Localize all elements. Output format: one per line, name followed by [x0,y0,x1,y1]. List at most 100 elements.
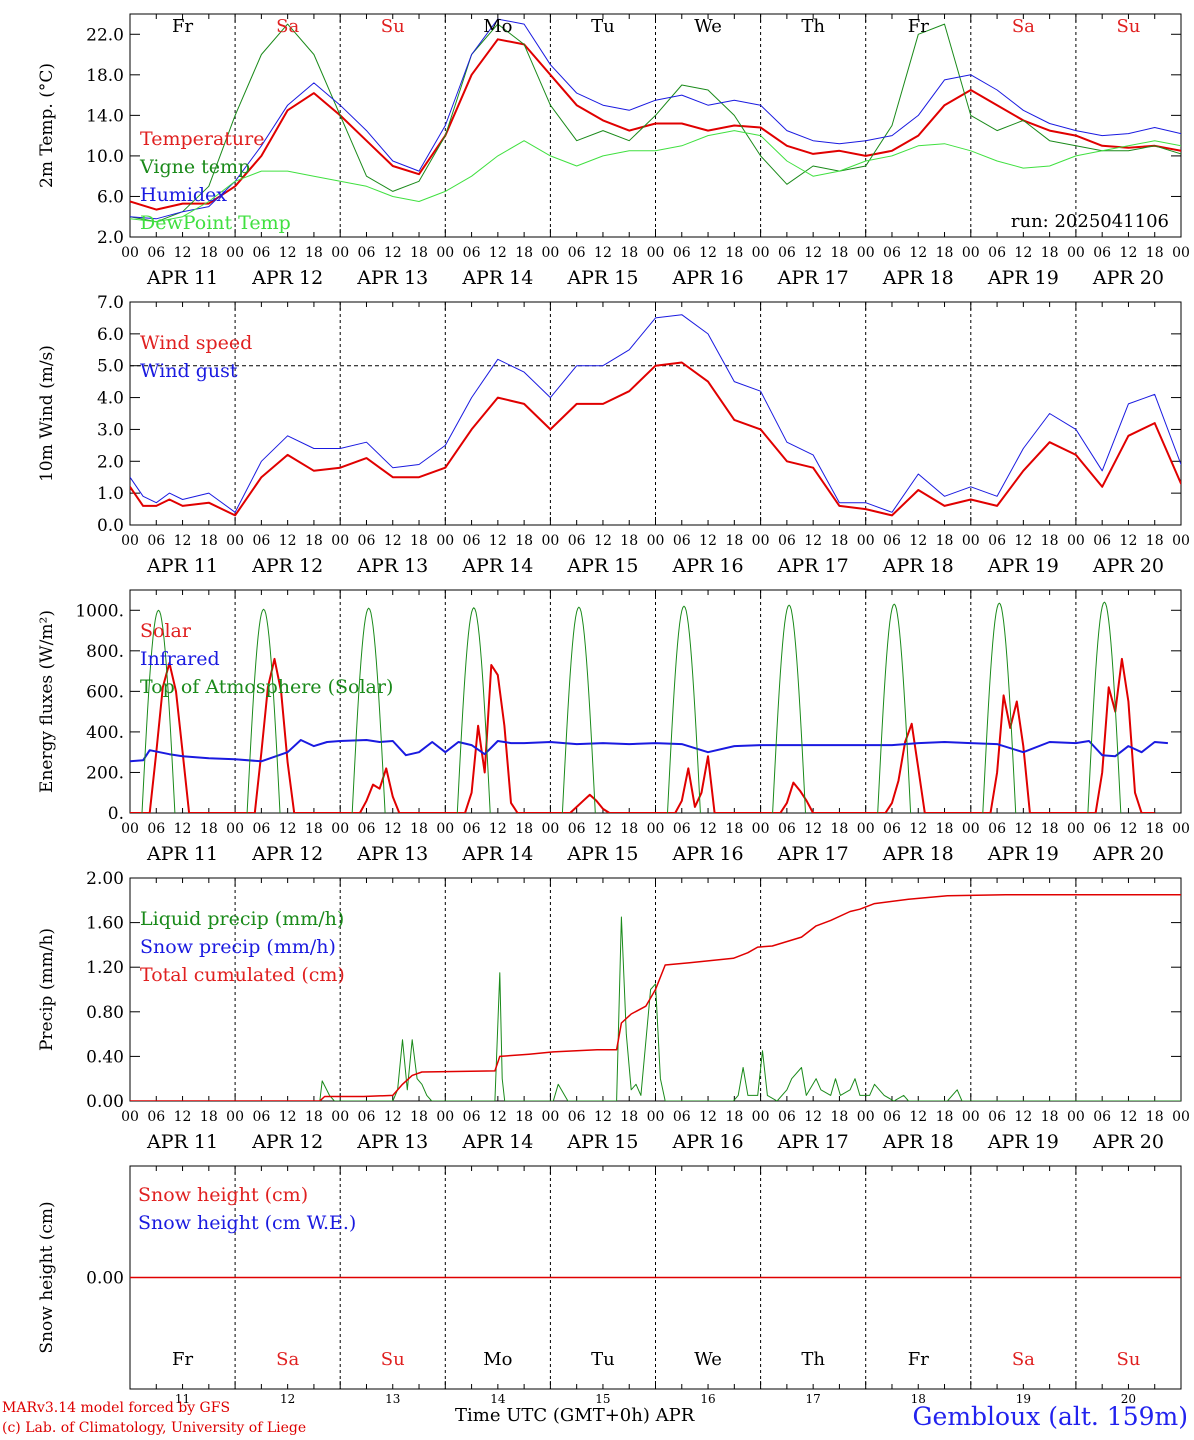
panel-wind: 0.0 1.0 2.0 3.0 4.0 5.0 6.0 7.0 10m Wind (m/s) Wi… [37,293,1190,577]
date-label: APR 14 [461,1131,533,1153]
series-line-solar [130,657,1155,813]
hour-tick-label: 06 [252,821,270,837]
hour-tick-label: 12 [909,245,927,261]
hour-tick-label: 00 [121,245,139,261]
legend-entry: Total cumulated (cm) [140,964,345,986]
y-tick-label: 2.0 [97,228,124,248]
hour-tick-label: 18 [831,1109,849,1125]
date-label: APR 13 [356,843,428,865]
date-label: APR 13 [356,1131,428,1153]
series-line-humidex [130,18,1181,220]
hour-tick-label: 12 [279,821,297,837]
hour-tick-label: 18 [620,1109,638,1125]
y-axis-label: Precip (mm/h) [37,928,57,1051]
weekday-label: Su [1116,1349,1140,1370]
date-label: APR 17 [777,1131,849,1153]
hour-tick-label: 00 [541,821,559,837]
hour-tick-label: 18 [1146,1109,1164,1125]
hour-tick-label: 18 [305,1109,323,1125]
series-line-toa-arch [141,609,176,813]
hour-tick-label: 00 [331,533,349,549]
hour-tick-label: 12 [384,1109,402,1125]
hour-tick-label: 12 [1120,533,1138,549]
hour-tick-label: 12 [1014,821,1032,837]
legend-entry: Vigne temp [139,156,250,178]
series-line-toa-arch [456,607,491,813]
y-axis-label: Energy fluxes (W/m²) [37,610,57,793]
hour-tick-label: 18 [936,1109,954,1125]
y-tick-label: 2.00 [86,869,124,889]
date-label: APR 19 [987,1131,1059,1153]
hour-tick-label: 06 [568,821,586,837]
hour-tick-label: 12 [384,821,402,837]
weekday-label: We [694,16,722,37]
plot-frame [129,589,1182,814]
hour-tick-label: 00 [436,533,454,549]
y-tick-label: 1000. [75,601,124,621]
weekday-label: Mo [483,1349,512,1370]
hour-tick-label: 12 [384,245,402,261]
hour-tick-label: 18 [1146,245,1164,261]
hour-tick-label: 12 [594,245,612,261]
day-number-label: 13 [385,1392,400,1406]
y-tick-label: 400. [86,723,124,743]
hour-tick-label: 18 [410,245,428,261]
plot-frame [129,301,1182,526]
hour-tick-label: 00 [752,821,770,837]
series-line-wind-gust [130,314,1181,513]
series-line-wind-speed [130,361,1181,517]
date-label: APR 18 [882,555,954,577]
day-number-label: 12 [280,1392,295,1406]
legend-entry: Infrared [140,648,220,670]
hour-tick-label: 06 [147,821,165,837]
hour-tick-label: 06 [673,1109,691,1125]
hour-tick-label: 12 [1014,1109,1032,1125]
hour-tick-label: 06 [568,1109,586,1125]
day-number-label: 11 [175,1392,190,1406]
weekday-label: Su [381,16,405,37]
weekday-label: Su [381,1349,405,1370]
hour-tick-label: 12 [699,1109,717,1125]
hour-tick-label: 06 [1093,821,1111,837]
weekday-label: Mo [483,16,512,37]
y-tick-label: 2.0 [97,452,124,472]
y-tick-label: 600. [86,682,124,702]
hour-tick-label: 18 [831,533,849,549]
hour-tick-label: 18 [305,821,323,837]
series-line-toa-arch [982,602,1017,813]
weekday-label: Fr [172,1349,193,1370]
hour-tick-label: 18 [200,245,218,261]
hour-tick-label: 00 [752,533,770,549]
run-annotation: run: 2025041106 [1011,211,1169,232]
hour-tick-label: 00 [1067,245,1085,261]
hour-tick-label: 00 [121,821,139,837]
date-label: APR 19 [987,555,1059,577]
hour-tick-label: 06 [883,821,901,837]
date-label: APR 12 [251,555,323,577]
hour-tick-label: 06 [147,533,165,549]
legend-entry: Wind gust [140,360,238,382]
hour-tick-label: 00 [226,821,244,837]
hour-tick-label: 06 [778,1109,796,1125]
hour-tick-label: 06 [883,1109,901,1125]
hour-tick-label: 12 [384,533,402,549]
weekday-label: Th [801,1349,825,1370]
panel-precip: 0.00 0.40 0.80 1.20 1.60 2.00 Precip (mm/h) Liq… [37,869,1190,1153]
series-line-toa-arch [246,608,281,813]
hour-tick-label: 12 [699,821,717,837]
y-tick-label: 1.60 [86,914,124,934]
x-axis-label: Time UTC (GMT+0h) APR [455,1405,695,1426]
hour-tick-label: 18 [410,821,428,837]
date-label: APR 20 [1092,1131,1164,1153]
y-tick-label: 1.0 [97,484,124,504]
hour-tick-label: 18 [200,1109,218,1125]
hour-tick-label: 06 [1093,245,1111,261]
hour-tick-label: 00 [962,533,980,549]
hour-tick-label: 18 [305,533,323,549]
legend-entry: Solar [140,620,192,642]
series-line-infrared [130,739,1168,763]
hour-tick-label: 18 [1041,1109,1059,1125]
date-label: APR 20 [1092,267,1164,289]
day-number-label: 15 [595,1392,610,1406]
hour-tick-label: 18 [936,245,954,261]
